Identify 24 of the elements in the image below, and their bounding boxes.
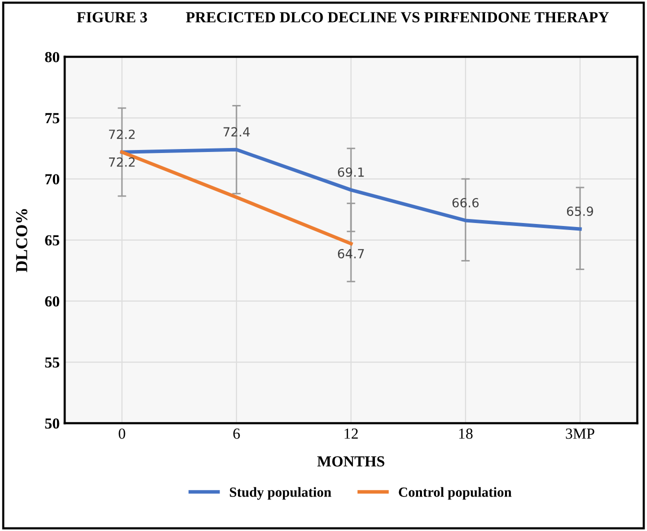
legend-label: Study population (230, 487, 332, 500)
x-tick-label: 3MP (566, 428, 594, 439)
legend-label: Control population (398, 487, 512, 500)
y-tick-label: 60 (45, 296, 60, 307)
x-tick-label: 12 (344, 428, 358, 439)
data-label: 64.7 (338, 248, 364, 258)
y-axis-title: DLCO% (16, 209, 28, 272)
y-tick-label: 50 (45, 418, 60, 429)
y-tick-label: 75 (45, 113, 60, 124)
chart-title: FIGURE 3 PRECICTED DLCO DECLINE VS PIRFENIDONE THERAPY (76, 12, 609, 22)
data-label: 66.6 (452, 198, 479, 208)
data-label: 72.2 (109, 130, 135, 139)
y-tick-label: 80 (45, 52, 60, 62)
x-tick-label: 6 (233, 428, 240, 439)
data-label: 69.1 (338, 167, 364, 177)
y-tick-label: 70 (45, 174, 60, 184)
x-tick-label: 0 (118, 428, 126, 439)
y-tick-label: 55 (45, 357, 60, 368)
data-label: 72.2 (109, 157, 135, 167)
x-axis-title: MONTHS (317, 456, 384, 467)
data-label: 65.9 (566, 206, 594, 216)
x-tick-label: 18 (459, 428, 473, 439)
y-tick-label: 65 (45, 235, 60, 246)
data-label: 72.4 (224, 127, 250, 136)
